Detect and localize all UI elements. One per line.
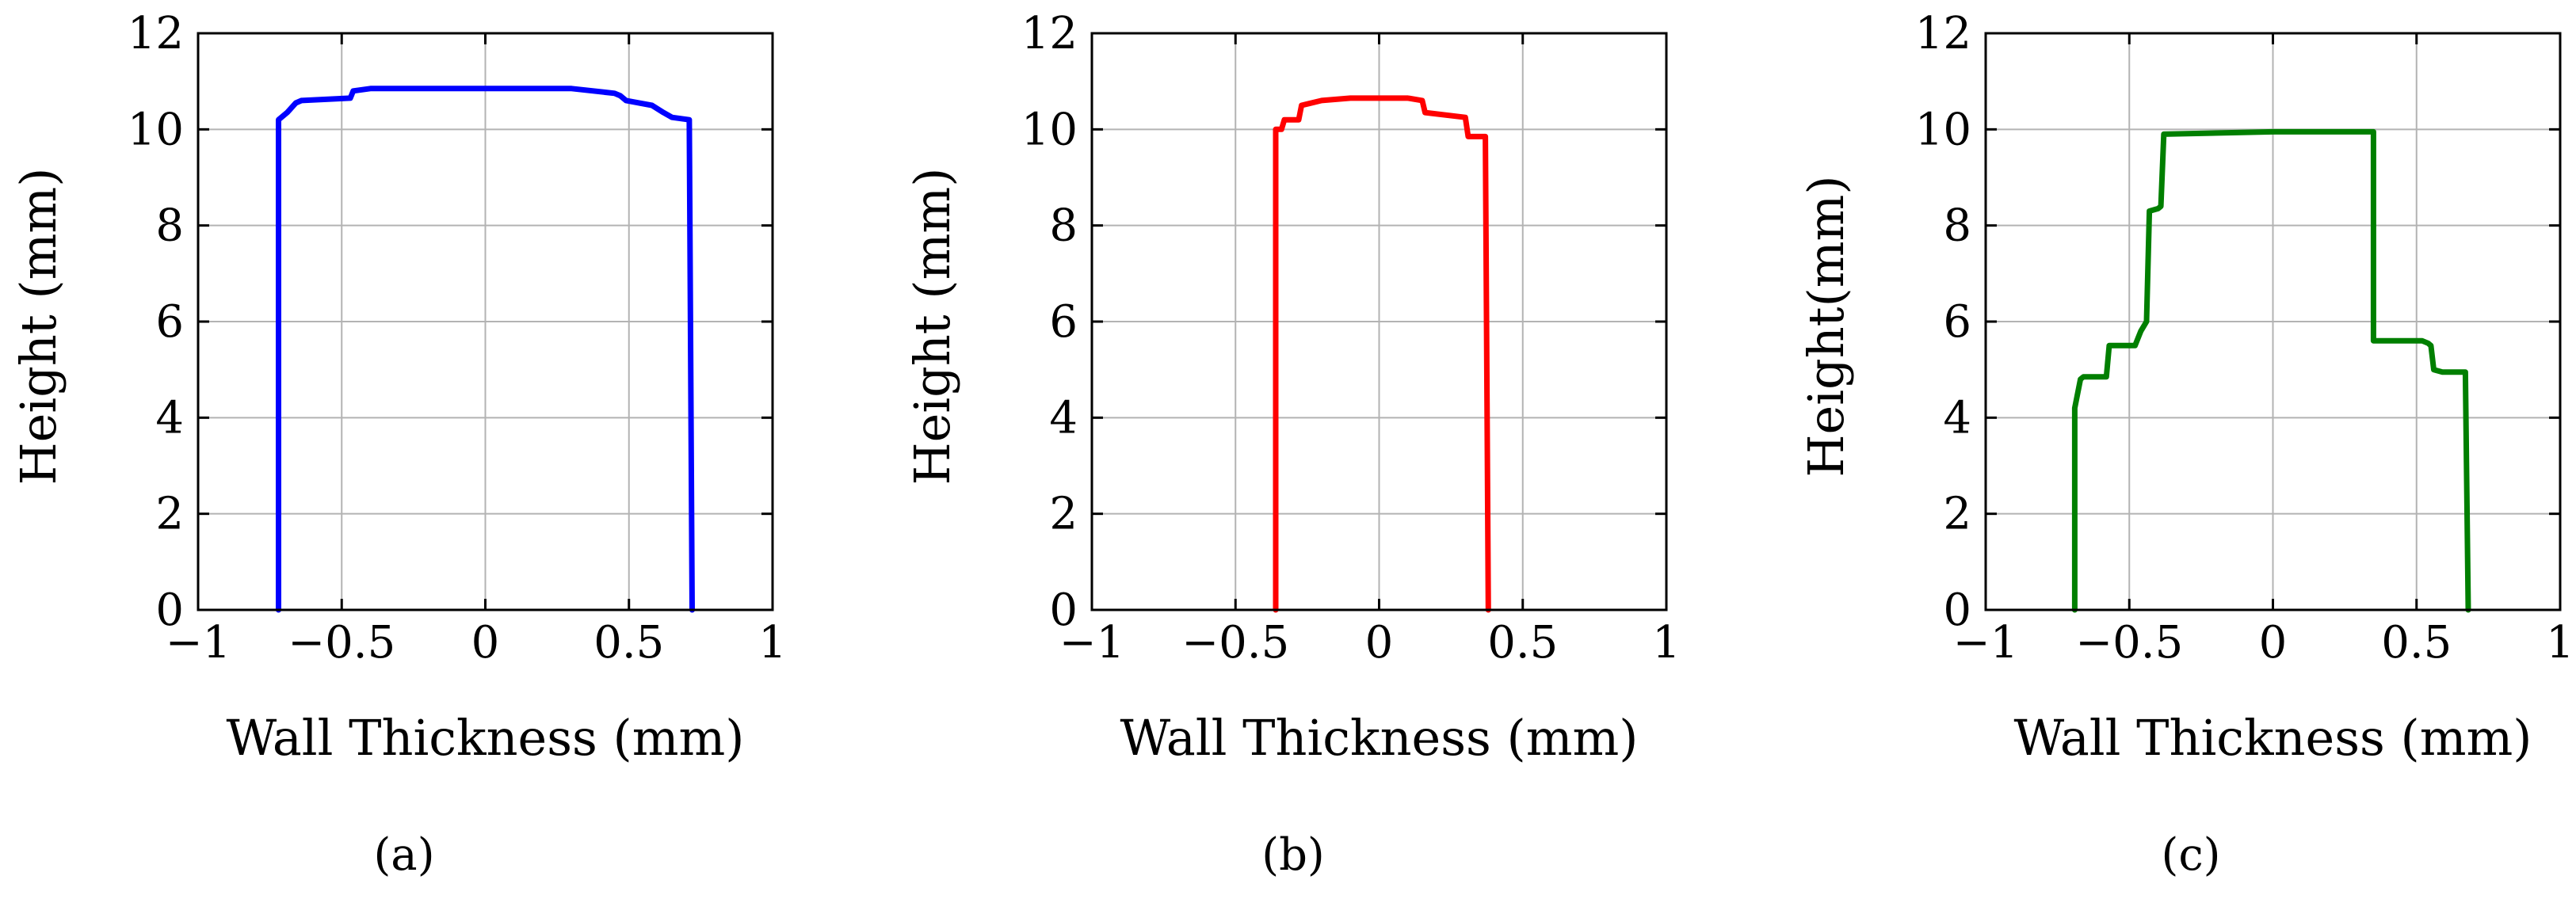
series-line-1 [1273, 95, 1491, 613]
x-tick-label: 1 [2546, 617, 2574, 669]
y-tick-label: 10 [1021, 104, 1078, 155]
y-tick-label: 10 [1915, 104, 1971, 155]
x-tick-label: −1 [1059, 617, 1125, 669]
y-tick-label: 8 [1943, 200, 1971, 252]
x-tick-label: −0.5 [1181, 617, 1289, 669]
x-tick-label: 0 [471, 617, 500, 669]
y-tick-label: 8 [1049, 200, 1078, 252]
y-axis-label: Height (mm) [10, 168, 67, 486]
x-axis-label: Wall Thickness (mm) [2014, 709, 2532, 767]
x-tick-label: 1 [758, 617, 787, 669]
x-tick-label: −1 [166, 617, 231, 669]
y-tick-label: 8 [155, 200, 184, 252]
y-tick-label: 0 [155, 585, 184, 636]
series-line-1 [2071, 128, 2471, 613]
y-tick-label: 6 [1049, 296, 1078, 348]
y-tick-label: 6 [155, 296, 184, 348]
y-tick-label: 6 [1943, 296, 1971, 348]
x-tick-label: −0.5 [2075, 617, 2183, 669]
y-tick-label: 12 [1021, 8, 1078, 59]
y-tick-label: 4 [155, 392, 184, 444]
panel-caption: (b) [1261, 829, 1325, 881]
y-tick-label: 10 [128, 104, 184, 155]
y-tick-label: 4 [1943, 392, 1971, 444]
y-tick-label: 2 [155, 489, 184, 540]
y-tick-label: 0 [1049, 585, 1078, 636]
x-tick-label: −1 [1953, 617, 2019, 669]
panel-caption: (c) [2161, 829, 2220, 881]
y-tick-label: 2 [1943, 489, 1971, 540]
panel-caption: (a) [373, 829, 434, 881]
x-tick-label: 0.5 [593, 617, 664, 669]
plot-frame [1984, 32, 2562, 611]
series-line-1 [276, 86, 695, 613]
plot-frame [197, 32, 774, 611]
y-tick-label: 2 [1049, 489, 1078, 540]
y-axis-label: Height (mm) [903, 168, 961, 486]
plot-frame [1090, 32, 1668, 611]
x-tick-label: 0 [2259, 617, 2288, 669]
x-tick-label: 0 [1365, 617, 1394, 669]
x-tick-label: 1 [1652, 617, 1681, 669]
y-tick-label: 0 [1943, 585, 1971, 636]
x-tick-label: 0.5 [2381, 617, 2452, 669]
x-tick-label: 0.5 [1487, 617, 1558, 669]
x-axis-label: Wall Thickness (mm) [227, 709, 745, 767]
y-axis-label: Height(mm) [1797, 175, 1855, 477]
x-tick-label: −0.5 [288, 617, 395, 669]
x-axis-label: Wall Thickness (mm) [1120, 709, 1639, 767]
y-tick-label: 12 [128, 8, 184, 59]
y-tick-label: 12 [1915, 8, 1971, 59]
y-tick-label: 4 [1049, 392, 1078, 444]
